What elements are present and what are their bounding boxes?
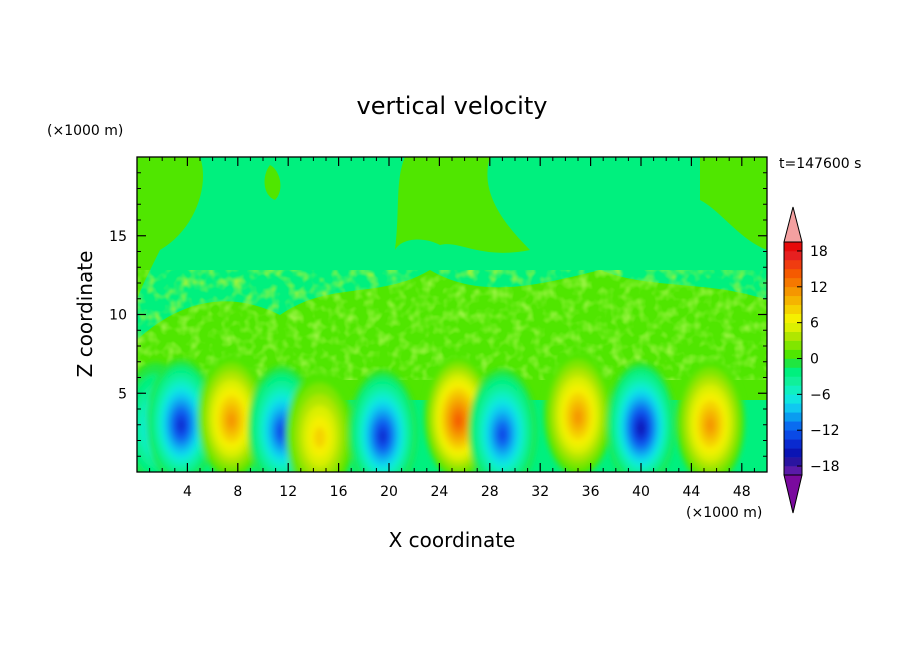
x-tick-label: 36 — [582, 484, 600, 500]
plot-area — [137, 157, 767, 472]
colorbar-swatch — [784, 439, 802, 449]
colorbar-tick-label: 6 — [810, 316, 819, 332]
x-tick: 32 — [531, 157, 549, 500]
x-unit-label: (×1000 m) — [686, 505, 762, 521]
colorbar-max-arrow — [783, 206, 803, 243]
velocity-cell — [607, 362, 675, 472]
y-unit-label: (×1000 m) — [47, 123, 123, 139]
y-axis-label: Z coordinate — [73, 251, 97, 378]
colorbar-swatch — [784, 340, 802, 350]
x-tick-label: 16 — [330, 484, 348, 500]
velocity-cell — [285, 372, 354, 472]
cell-contour — [637, 422, 645, 434]
colorbar-swatch — [784, 466, 802, 476]
colorbar-swatch — [784, 313, 802, 323]
cell-contour — [177, 419, 185, 432]
x-axis-label: X coordinate — [389, 528, 516, 552]
colorbar-swatch — [784, 430, 802, 440]
x-tick-label: 44 — [682, 484, 700, 500]
colorbar-min-arrow — [783, 474, 803, 514]
y-tick-label: 5 — [118, 386, 127, 402]
y-tick: 15 — [109, 229, 767, 245]
chart-title: vertical velocity — [357, 92, 548, 120]
colorbar-tick-label: 18 — [810, 244, 828, 260]
colorbar-swatch — [784, 286, 802, 297]
green-patch-center — [395, 157, 530, 253]
cell-contour — [278, 424, 286, 439]
x-tick: 16 — [330, 157, 348, 500]
colorbar-swatch — [784, 268, 802, 279]
colorbar-swatch — [784, 385, 802, 395]
cell-contour — [573, 409, 583, 426]
velocity-cell — [147, 359, 216, 472]
cell-contour — [706, 417, 715, 433]
velocity-cell — [197, 354, 266, 472]
colorbar-swatch — [784, 367, 802, 377]
colorbar-swatch — [784, 421, 802, 431]
colorbar-swatch — [784, 242, 802, 252]
y-tick: 5 — [118, 386, 767, 402]
colorbar-swatch — [784, 448, 802, 458]
velocity-cell — [468, 369, 537, 472]
y-tick-label: 15 — [109, 229, 127, 245]
x-tick: 4 — [183, 157, 192, 500]
y-tick-label: 10 — [109, 308, 127, 324]
x-tick: 36 — [582, 157, 600, 500]
x-tick: 48 — [733, 157, 751, 500]
x-tick: 28 — [481, 157, 499, 500]
green-patch-left — [137, 157, 204, 300]
colorbar-swatch — [784, 304, 802, 314]
colorbar-swatch — [784, 412, 802, 422]
cell-contour — [498, 427, 507, 442]
colorbar-swatch — [784, 358, 802, 368]
colorbar-swatch — [784, 259, 802, 270]
time-label: t=147600 s — [779, 156, 861, 172]
colorbar-swatch — [784, 277, 802, 288]
x-tick-label: 32 — [531, 484, 549, 500]
colorbar-swatch — [784, 457, 802, 467]
green-patch-right — [700, 157, 767, 250]
x-tick-label: 12 — [279, 484, 297, 500]
velocity-cell — [544, 351, 612, 472]
colorbar-tick-label: 12 — [810, 280, 828, 296]
x-tick: 44 — [682, 157, 700, 500]
velocity-cell — [676, 359, 745, 472]
x-tick-label: 48 — [733, 484, 751, 500]
x-tick-label: 40 — [632, 484, 650, 500]
velocity-cell — [348, 370, 417, 472]
x-tick-label: 4 — [183, 484, 192, 500]
x-tick: 24 — [430, 157, 448, 500]
y-tick: 10 — [109, 308, 767, 324]
colorbar-swatch — [784, 376, 802, 386]
cell-contour — [314, 427, 326, 448]
colorbar-swatch — [784, 295, 802, 306]
x-tick-label: 24 — [430, 484, 448, 500]
colorbar-tick-label: −18 — [810, 459, 840, 475]
colorbar-swatch — [784, 349, 802, 359]
colorbar-swatch — [784, 322, 802, 332]
x-tick-label: 8 — [233, 484, 242, 500]
velocity-cells — [137, 351, 745, 472]
x-tick-label: 20 — [380, 484, 398, 500]
colorbar-swatch — [784, 403, 802, 413]
x-tick: 12 — [279, 157, 297, 500]
green-patch-top — [264, 165, 281, 200]
colorbar-swatch — [784, 250, 802, 261]
x-tick: 8 — [233, 157, 242, 500]
cell-contour — [379, 430, 387, 443]
colorbar: 18 12 6 0 −6 −12 −18 — [783, 206, 840, 514]
colorbar-swatch — [784, 331, 802, 341]
colorbar-swatch — [784, 394, 802, 404]
x-tick-label: 28 — [481, 484, 499, 500]
colorbar-tick-label: −12 — [810, 423, 840, 439]
cell-contour — [454, 414, 462, 427]
cell-contour — [227, 412, 236, 429]
x-tick: 40 — [632, 157, 650, 500]
colorbar-tick-label: −6 — [810, 387, 831, 403]
colorbar-tick-label: 0 — [810, 352, 819, 368]
x-tick: 20 — [380, 157, 398, 500]
